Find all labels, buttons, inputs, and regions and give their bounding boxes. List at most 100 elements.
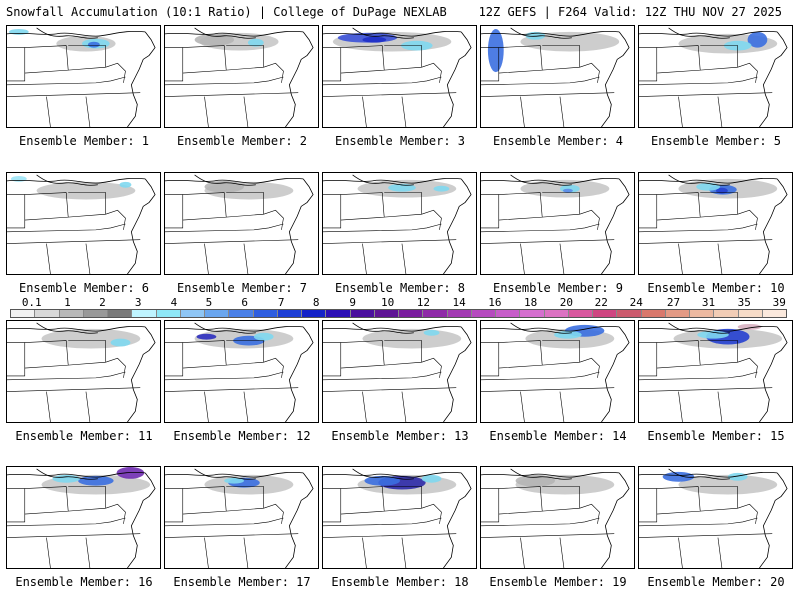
colorbar	[10, 309, 787, 318]
snowfall-area	[520, 31, 620, 52]
member-caption: Ensemble Member: 19	[489, 575, 627, 589]
colorbar-label: 2	[99, 296, 106, 309]
colorbar-swatch	[205, 310, 230, 317]
member-caption: Ensemble Member: 16	[15, 575, 153, 589]
colorbar-label: 22	[594, 296, 608, 309]
colorbar-label: 16	[488, 296, 502, 309]
ensemble-map-panel	[6, 320, 161, 423]
colorbar-label: 3	[134, 296, 142, 309]
map-svg	[165, 174, 314, 274]
ensemble-map-panel	[322, 172, 477, 275]
member-caption: Ensemble Member: 4	[492, 134, 624, 148]
snowfall-area	[747, 31, 768, 48]
colorbar-swatch	[326, 310, 351, 317]
colorbar-swatch	[568, 310, 593, 317]
map-svg	[323, 322, 472, 422]
colorbar-swatch	[520, 310, 545, 317]
ensemble-map-panel	[164, 466, 319, 569]
ensemble-map-panel	[164, 320, 319, 423]
colorbar-swatch	[399, 310, 424, 317]
colorbar-swatch	[277, 310, 302, 317]
snowfall-area	[247, 38, 264, 47]
snowfall-area	[696, 182, 720, 191]
snowfall-area	[362, 328, 462, 349]
ensemble-map-panel	[164, 172, 319, 275]
snowfall-area	[194, 33, 235, 46]
member-caption: Ensemble Member: 10	[647, 281, 785, 295]
map-svg	[7, 322, 156, 422]
snowfall-area	[421, 474, 442, 483]
member-caption: Ensemble Member: 12	[173, 429, 311, 443]
snowfall-area	[8, 28, 29, 35]
snowfall-area	[196, 333, 217, 340]
map-svg	[323, 468, 472, 568]
map-svg	[323, 27, 472, 127]
member-caption: Ensemble Member: 2	[176, 134, 308, 148]
ensemble-map-panel	[6, 172, 161, 275]
colorbar-swatch	[253, 310, 278, 317]
snowfall-area	[253, 332, 274, 341]
member-caption: Ensemble Member: 1	[18, 134, 150, 148]
map-svg	[639, 468, 788, 568]
colorbar-label: 39	[772, 296, 786, 309]
member-caption: Ensemble Member: 9	[492, 281, 624, 295]
ensemble-map-panel	[322, 466, 477, 569]
member-caption: Ensemble Member: 13	[331, 429, 469, 443]
map-svg	[7, 27, 156, 127]
member-caption: Ensemble Member: 18	[331, 575, 469, 589]
colorbar-swatch	[762, 310, 786, 317]
member-caption: Ensemble Member: 6	[18, 281, 150, 295]
colorbar-swatch	[108, 310, 133, 317]
ensemble-map-panel	[638, 172, 793, 275]
member-caption: Ensemble Member: 7	[176, 281, 308, 295]
ensemble-map-panel	[638, 320, 793, 423]
snowfall-area	[678, 474, 778, 495]
colorbar-label: 6	[241, 296, 248, 309]
member-caption: Ensemble Member: 15	[647, 429, 785, 443]
chart-title: Snowfall Accumulation (10:1 Ratio) | Col…	[6, 5, 447, 19]
member-caption: Ensemble Member: 5	[650, 134, 782, 148]
colorbar-label: 24	[629, 296, 643, 309]
snowfall-area	[52, 474, 81, 483]
ensemble-map-panel	[638, 466, 793, 569]
colorbar-label: 7	[277, 296, 285, 309]
ensemble-map-panel	[480, 172, 635, 275]
ensemble-map-panel	[322, 320, 477, 423]
snowfall-area	[36, 181, 136, 200]
ensemble-map-panel	[164, 25, 319, 128]
colorbar-label: 12	[416, 296, 430, 309]
map-svg	[639, 322, 788, 422]
member-caption: Ensemble Member: 14	[489, 429, 627, 443]
colorbar-swatch	[35, 310, 60, 317]
colorbar-swatch	[350, 310, 375, 317]
map-svg	[639, 27, 788, 127]
map-svg	[481, 27, 630, 127]
colorbar-swatch	[544, 310, 569, 317]
map-svg	[7, 467, 156, 568]
colorbar-label: 5	[205, 296, 213, 309]
member-caption: Ensemble Member: 11	[15, 429, 153, 443]
colorbar-swatch	[690, 310, 715, 317]
colorbar-swatch	[180, 310, 205, 317]
colorbar-swatch	[471, 310, 496, 317]
member-caption: Ensemble Member: 8	[334, 281, 466, 295]
map-svg	[639, 174, 788, 274]
colorbar-label: 20	[559, 296, 573, 309]
map-svg	[481, 322, 630, 422]
snowfall-area	[487, 28, 504, 73]
colorbar-swatch	[59, 310, 84, 317]
colorbar-swatch	[617, 310, 642, 317]
colorbar-swatch	[496, 310, 521, 317]
snowfall-area	[364, 475, 400, 486]
colorbar-swatch	[374, 310, 399, 317]
colorbar-label: 14	[452, 296, 466, 309]
snowfall-area	[737, 323, 762, 330]
colorbar-swatch	[11, 310, 36, 317]
snowfall-area	[110, 338, 131, 347]
snowfall-area	[554, 330, 582, 339]
snowfall-area	[362, 36, 387, 43]
snowfall-area	[87, 41, 100, 48]
colorbar-swatch	[447, 310, 472, 317]
colorbar-swatch	[665, 310, 690, 317]
colorbar-label: 0.1	[21, 296, 42, 309]
